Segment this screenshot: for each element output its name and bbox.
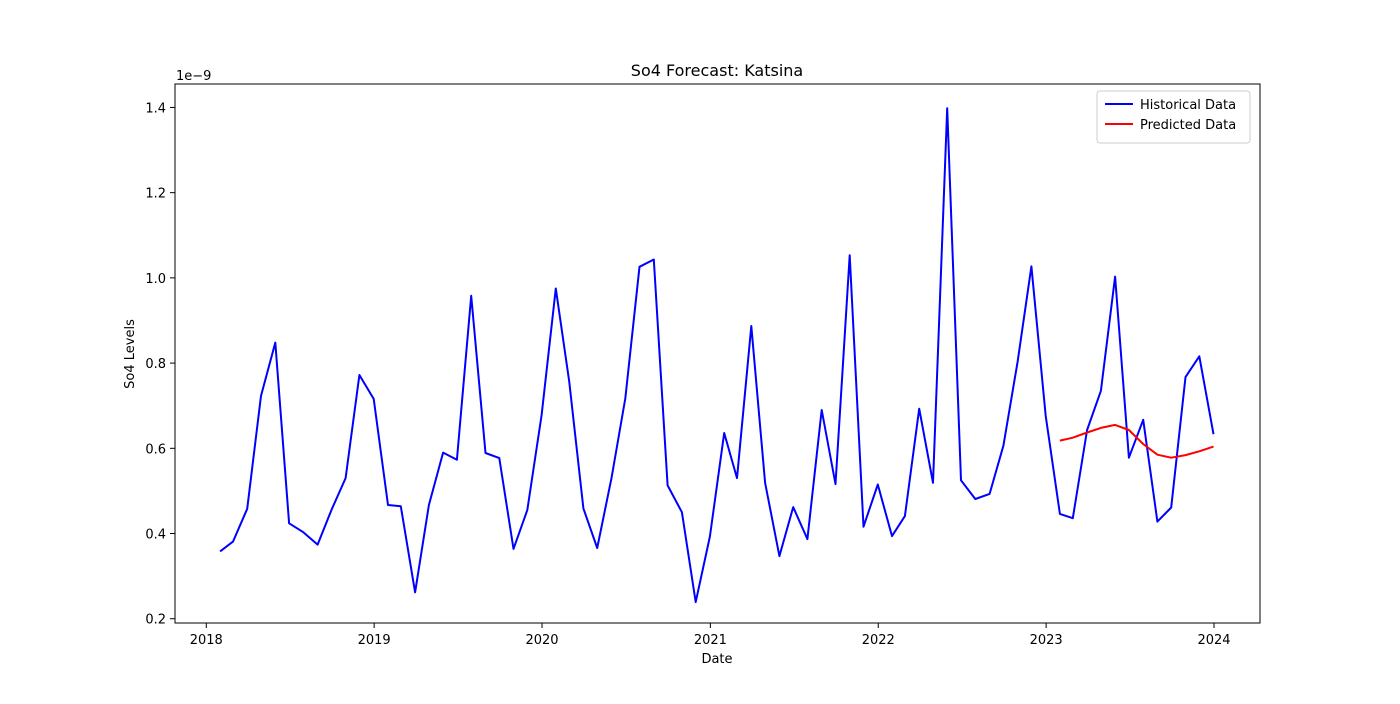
x-axis-label: Date: [701, 652, 732, 667]
chart-title: So4 Forecast: Katsina: [631, 61, 803, 80]
x-tick-label: 2019: [358, 633, 391, 648]
legend-label: Predicted Data: [1140, 118, 1236, 133]
x-tick-label: 2018: [190, 633, 223, 648]
y-axis-label: So4 Levels: [123, 319, 138, 389]
x-tick-label: 2023: [1030, 633, 1063, 648]
legend: Historical Data Predicted Data: [1096, 90, 1251, 144]
x-tick-label: 2022: [862, 633, 895, 648]
y-tick-label: 0.6: [145, 442, 166, 457]
x-tick-label: 2024: [1197, 633, 1230, 648]
y-axis-offset-label: 1e−9: [176, 69, 211, 84]
x-tick-label: 2020: [525, 633, 558, 648]
series-line-predicted-data: [1059, 423, 1214, 459]
axes-frame: [174, 83, 1261, 624]
y-tick-label: 0.8: [145, 357, 166, 372]
series-line-historical-data: [219, 107, 1215, 604]
y-tick-label: 0.2: [145, 613, 166, 628]
y-tick-label: 1.0: [145, 272, 166, 287]
x-tick-label: 2021: [694, 633, 727, 648]
plot-area: 2018 2019 2020 2021 2022 2023 2024 0.2 0.4 0.6 0.8…: [145, 83, 1261, 648]
y-tick-label: 1.4: [145, 101, 166, 116]
legend-box: [1096, 90, 1251, 144]
y-tick-label: 1.2: [145, 187, 166, 202]
y-tick-label: 0.4: [145, 528, 166, 543]
legend-label: Historical Data: [1140, 98, 1236, 113]
